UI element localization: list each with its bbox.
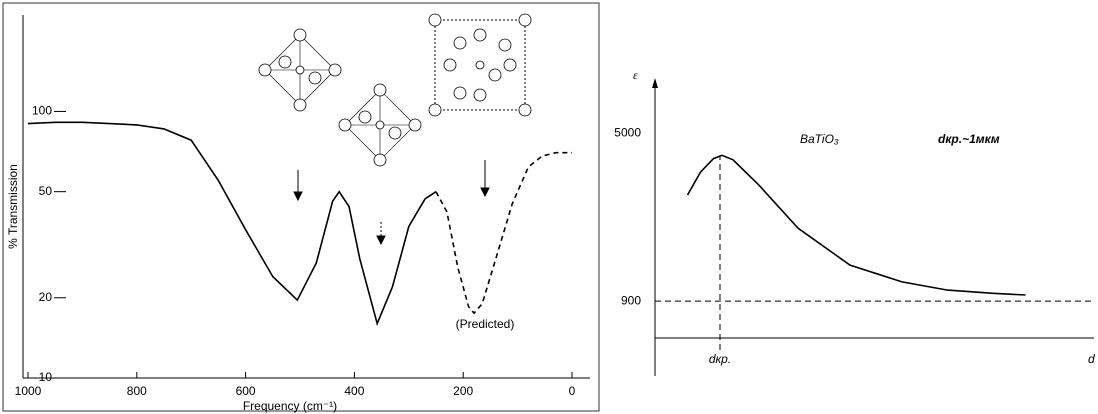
y-tick-label: 100 bbox=[32, 104, 52, 118]
x-axis-label: Frequency (cm⁻¹) bbox=[243, 399, 337, 413]
x-tick-label: 200 bbox=[453, 384, 473, 398]
x-tick-label: 1000 bbox=[15, 384, 42, 398]
annotation: dкр.~1мкм bbox=[938, 132, 1000, 146]
crystal-insets bbox=[258, 13, 532, 167]
annotation: (Predicted) bbox=[456, 317, 515, 331]
left-frame bbox=[2, 2, 600, 412]
x-tick-label: 400 bbox=[344, 384, 364, 398]
x-tick-label: 600 bbox=[236, 384, 256, 398]
y-axis-label: ε bbox=[633, 68, 638, 82]
chart-title: BaTiO₃ bbox=[800, 132, 839, 146]
y-axis-arrow bbox=[652, 78, 658, 88]
data-line bbox=[686, 154, 1026, 296]
y-axis-label: % Transmission bbox=[6, 164, 20, 249]
x-axis-label: d bbox=[1088, 352, 1095, 366]
y-tick-label: 5000 bbox=[614, 125, 641, 139]
y-tick-label: 50 bbox=[39, 184, 53, 198]
x-tick-label: 800 bbox=[127, 384, 147, 398]
x-tick-label: dкр. bbox=[709, 352, 731, 366]
data-line bbox=[435, 151, 572, 315]
y-tick-label: 900 bbox=[621, 293, 641, 307]
y-tick-label: 20 bbox=[39, 290, 53, 304]
x-tick-label: 0 bbox=[569, 384, 576, 398]
data-line bbox=[27, 121, 437, 327]
arrows bbox=[293, 160, 490, 246]
y-tick-label: 10 bbox=[39, 370, 53, 384]
